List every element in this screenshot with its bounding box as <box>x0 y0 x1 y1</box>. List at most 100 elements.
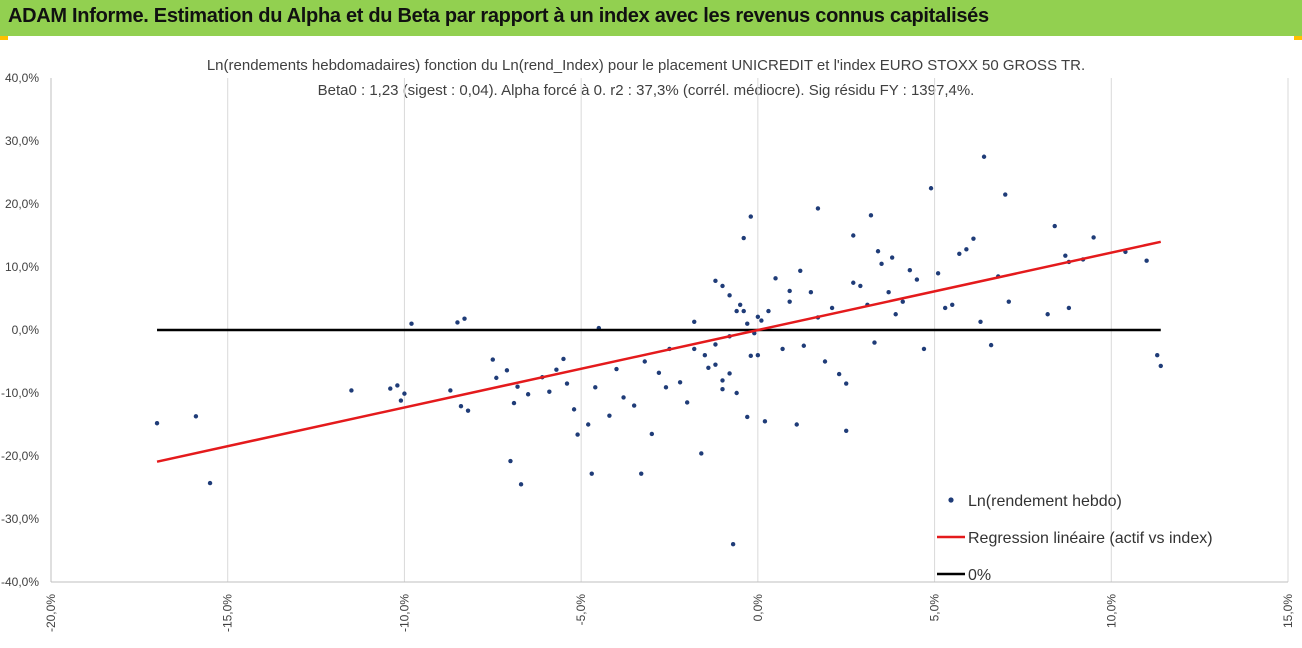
x-tick-label: 10,0% <box>1104 594 1118 628</box>
scatter-point <box>794 422 799 427</box>
scatter-point <box>490 357 495 362</box>
legend-label: 0% <box>968 567 991 584</box>
scatter-point <box>706 365 711 370</box>
scatter-point <box>759 318 764 323</box>
legend: Ln(rendement hebdo) Regression linéaire (… <box>937 493 1213 584</box>
scatter-point <box>914 277 920 282</box>
scatter-point <box>889 255 895 260</box>
scatter-point <box>886 290 891 295</box>
scatter-point <box>801 343 807 348</box>
y-tick-label: 30,0% <box>5 134 39 148</box>
scatter-point <box>741 235 746 241</box>
scatter-point <box>465 408 471 413</box>
scatter-point <box>571 407 577 412</box>
scatter-point <box>822 359 828 364</box>
scatter-point <box>154 421 160 426</box>
scatter-point <box>734 308 739 314</box>
x-tick-label: -15,0% <box>221 594 235 632</box>
scatter-point <box>494 375 499 381</box>
scatter-point <box>879 261 884 267</box>
scatter-point <box>713 342 718 347</box>
scatter-point <box>844 428 849 433</box>
scatter-point <box>462 316 467 321</box>
regression-line <box>156 240 1162 463</box>
scatter-point <box>663 385 669 390</box>
scatter-point <box>907 267 913 273</box>
scatter-point <box>971 236 976 241</box>
scatter-point <box>586 422 591 427</box>
legend-marker-scatter <box>948 497 954 503</box>
scatter-point <box>734 390 739 396</box>
scatter-point <box>1066 305 1072 311</box>
scatter-point <box>748 353 753 359</box>
scatter-point <box>978 319 983 325</box>
scatter-point <box>448 388 453 393</box>
scatter-point <box>395 383 400 388</box>
scatter-point <box>787 299 792 304</box>
x-tick-label: -20,0% <box>44 594 58 632</box>
scatter-point <box>748 214 753 219</box>
scatter-point <box>692 319 697 325</box>
scatter-point <box>1144 258 1149 263</box>
scatter-point <box>950 302 955 307</box>
scatter-point <box>851 233 856 238</box>
scatter-point <box>808 290 814 295</box>
scatter-point <box>554 367 559 372</box>
scatter-point <box>508 458 513 464</box>
scatter-point <box>851 280 856 285</box>
page-title: ADAM Informe. Estimation du Alpha et du … <box>8 5 989 27</box>
scatter-point <box>741 308 746 314</box>
scatter-point <box>964 247 969 252</box>
scatter-point <box>699 451 704 456</box>
scatter-point <box>649 431 655 437</box>
scatter-point <box>1006 299 1011 304</box>
x-tick-label: 5,0% <box>928 594 942 622</box>
scatter-point <box>900 299 905 304</box>
scatter-point <box>518 482 524 487</box>
chart-title: Ln(rendements hebdomadaires) fonction du… <box>207 57 1085 74</box>
accent-bar-right <box>1294 36 1302 40</box>
scatter-point <box>745 321 750 326</box>
scatter-point <box>875 249 881 254</box>
scatter-point <box>773 276 778 281</box>
scatter-point <box>207 480 213 486</box>
scatter-point <box>607 413 612 418</box>
scatter-point <box>593 385 598 390</box>
scatter-point <box>893 312 898 317</box>
x-tick-label: -10,0% <box>397 594 411 632</box>
scatter-point <box>858 283 863 289</box>
scatter-point <box>928 186 934 191</box>
y-tick-label: -10,0% <box>1 386 39 400</box>
scatter-point <box>730 542 736 547</box>
scatter-point <box>455 320 460 325</box>
scatter-point <box>639 471 644 476</box>
scatter-chart: Ln(rendements hebdomadaires) fonction du… <box>1 57 1295 632</box>
scatter-point <box>762 419 768 424</box>
scatter-point <box>720 378 725 383</box>
scatter-point <box>935 271 941 276</box>
scatter-point <box>844 381 849 386</box>
scatter-point <box>921 346 927 352</box>
legend-label: Ln(rendement hebdo) <box>968 493 1122 510</box>
scatter-point <box>815 206 821 211</box>
scatter-point <box>684 400 690 405</box>
scatter-point <box>515 384 520 389</box>
scatter-point <box>727 293 732 298</box>
scatter-point <box>575 432 580 437</box>
scatter-point <box>829 305 835 311</box>
scatter-point <box>402 391 407 396</box>
scatter-point <box>547 389 552 394</box>
scatter-point <box>692 346 697 352</box>
scatter-point <box>1158 363 1163 369</box>
scatter-point <box>589 471 594 476</box>
scatter-point <box>957 251 962 256</box>
x-axis: -20,0% -15,0% -10,0% -5,0% 0,0% 5,0% 10,0% 15,0… <box>44 594 1295 632</box>
scatter-point <box>642 359 647 364</box>
scatter-point <box>720 387 725 392</box>
scatter-point <box>713 278 718 284</box>
scatter-point <box>504 368 510 373</box>
scatter-point <box>702 353 708 358</box>
scatter-point <box>349 388 354 393</box>
y-axis: -40,0% -30,0% -20,0% -10,0% 0,0% 10,0% 20,0% 30… <box>1 71 39 589</box>
scatter-point <box>766 308 771 314</box>
